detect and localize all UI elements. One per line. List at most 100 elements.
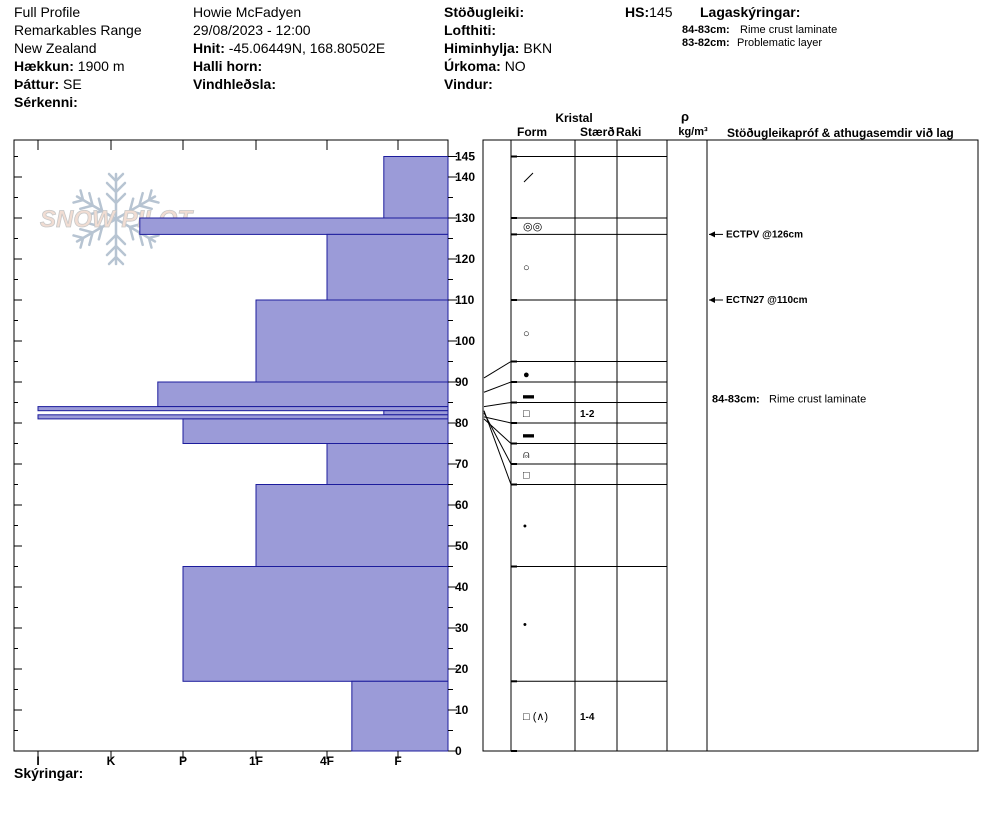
- hardness-bar: [37, 414, 449, 420]
- crystal-form-symbol: ▬: [523, 428, 534, 440]
- layer-comments: 84-83cm: Rime crust laminate: [712, 393, 866, 405]
- depth-axis-label: 100: [455, 334, 475, 348]
- crystal-header: Kristal: [555, 111, 592, 125]
- layer-comment-range: 84-83cm:: [712, 393, 760, 405]
- density-unit: kg/m³: [678, 126, 708, 138]
- crystal-form-symbol: ●: [523, 369, 530, 381]
- hardness-bar: [383, 156, 449, 219]
- hardness-axis-label: I: [36, 754, 39, 768]
- crystal-form-symbol: ○: [523, 328, 530, 340]
- hardness-bars: [37, 156, 449, 752]
- depth-axis-label: 60: [455, 498, 469, 512]
- depth-axis-label: 110: [455, 293, 475, 307]
- layer-connector-line: [483, 416, 512, 424]
- hs-label: HS:: [625, 4, 650, 20]
- sky-label: Himinhylja:: [444, 40, 520, 56]
- hardness-axis-label: 1F: [249, 754, 263, 768]
- hardness-bar: [255, 484, 449, 567]
- depth-axis-label: 20: [455, 662, 469, 676]
- air-temp-label: Lofthiti:: [444, 22, 497, 38]
- crystal-size-value: 1-2: [580, 409, 595, 420]
- depth-axis-label: 10: [455, 703, 469, 717]
- layer-connector-line: [483, 412, 512, 465]
- precip-label: Úrkoma:: [444, 58, 501, 74]
- crystal-form-symbol: ○: [523, 262, 530, 274]
- hardness-bar: [255, 299, 449, 383]
- hardness-bar: [37, 406, 449, 412]
- elevation-field: Hækkun: 1900 m: [14, 57, 125, 75]
- crystal-form-symbol: □ (∧): [523, 711, 548, 723]
- hardness-axis-label: 4F: [320, 754, 334, 768]
- hardness-bar: [351, 680, 449, 752]
- observer-name: Howie McFadyen: [193, 4, 302, 20]
- crystal-form-symbol: [523, 172, 534, 183]
- layer-comment-text: Rime crust laminate: [769, 393, 866, 405]
- depth-axis-label: 90: [455, 375, 469, 389]
- stability-test-label: ECTPV @126cm: [726, 229, 803, 240]
- hardness-bar: [383, 410, 449, 416]
- layer-note-text: Rime crust laminate: [740, 24, 838, 36]
- hs-value: 145: [649, 4, 673, 20]
- wind-loading-label: Vindhleðsla:: [193, 76, 276, 92]
- depth-axis-label: 0: [455, 744, 462, 758]
- snow-height-field: HS:145: [625, 3, 672, 21]
- crystal-rows: ◎◎ ○ ○ ● ▬ □ 1-2 ▬ ⍝ □ • • □ (∧) 1-4: [523, 172, 595, 723]
- layer-connector-line: [483, 381, 512, 393]
- size-header: Stærð: [580, 125, 615, 139]
- depth-axis-label: 140: [455, 170, 475, 184]
- depth-axis-label: 30: [455, 621, 469, 635]
- hardness-chart-left-ticks: [14, 156, 22, 752]
- legend-label: Skýringar:: [14, 765, 83, 781]
- crystal-form-symbol: ◎◎: [523, 221, 542, 233]
- coordinates-field: Hnit: -45.06449N, 168.80502E: [193, 39, 385, 57]
- crystal-form-symbol: ▬: [523, 389, 534, 401]
- crystal-form-symbol: ⍝: [523, 449, 530, 461]
- depth-axis-label: 70: [455, 457, 469, 471]
- arrowhead-icon: [709, 297, 715, 303]
- stability-notes-header: Stöðugleikapróf & athugasemdir við lag: [727, 126, 954, 140]
- country-name: New Zealand: [14, 40, 97, 56]
- sky-value: BKN: [523, 40, 553, 56]
- layer-connector-line: [483, 402, 512, 408]
- crystal-form-symbol: •: [523, 619, 527, 631]
- crystal-form-symbol: •: [523, 521, 527, 533]
- profile-header: Full Profile Remarkables Range New Zeala…: [0, 0, 994, 112]
- depth-axis-label: 40: [455, 580, 469, 594]
- layer-notes-title: Lagaskýringar:: [700, 4, 801, 20]
- elevation-value: 1900 m: [77, 58, 125, 74]
- layer-note-text: Problematic layer: [737, 37, 822, 49]
- crystal-size-value: 1-4: [580, 712, 595, 723]
- hardness-bar: [182, 418, 449, 444]
- layer-connector-line: [483, 361, 512, 379]
- profile-type: Full Profile: [14, 4, 81, 20]
- depth-axis-label: 145: [455, 150, 475, 164]
- density-symbol: ρ: [681, 109, 689, 124]
- features-label: Sérkenni:: [14, 94, 78, 110]
- hardness-chart-top-ticks: [37, 140, 399, 150]
- aspect-field: Þáttur: SE: [14, 75, 82, 93]
- elevation-label: Hækkun:: [14, 58, 74, 74]
- precip-value: NO: [504, 58, 526, 74]
- crystal-form-symbol: □: [523, 408, 530, 420]
- layer-note-range: 84-83cm:: [682, 24, 730, 36]
- form-header: Form: [517, 125, 547, 139]
- hardness-axis-label: K: [107, 754, 116, 768]
- hardness-bar: [326, 233, 449, 301]
- coordinates-value: -45.06449N, 168.80502E: [228, 40, 386, 56]
- depth-axis-label: 50: [455, 539, 469, 553]
- hardness-axis-label: F: [394, 754, 401, 768]
- moisture-header: Raki: [616, 125, 641, 139]
- arrowhead-icon: [709, 231, 715, 238]
- layer-note-range: 83-82cm:: [682, 37, 730, 49]
- layer-connector-line: [483, 410, 512, 485]
- stability-label: Stöðugleiki:: [444, 4, 525, 20]
- observation-datetime: 29/08/2023 - 12:00: [193, 22, 311, 38]
- hardness-bar: [326, 443, 449, 485]
- crystal-table-frame: [482, 139, 979, 752]
- hardness-axis: I K P 1F 4F F: [36, 751, 402, 768]
- depth-axis-label: 130: [455, 211, 475, 225]
- hardness-axis-label: P: [179, 754, 187, 768]
- hardness-bar: [139, 217, 449, 235]
